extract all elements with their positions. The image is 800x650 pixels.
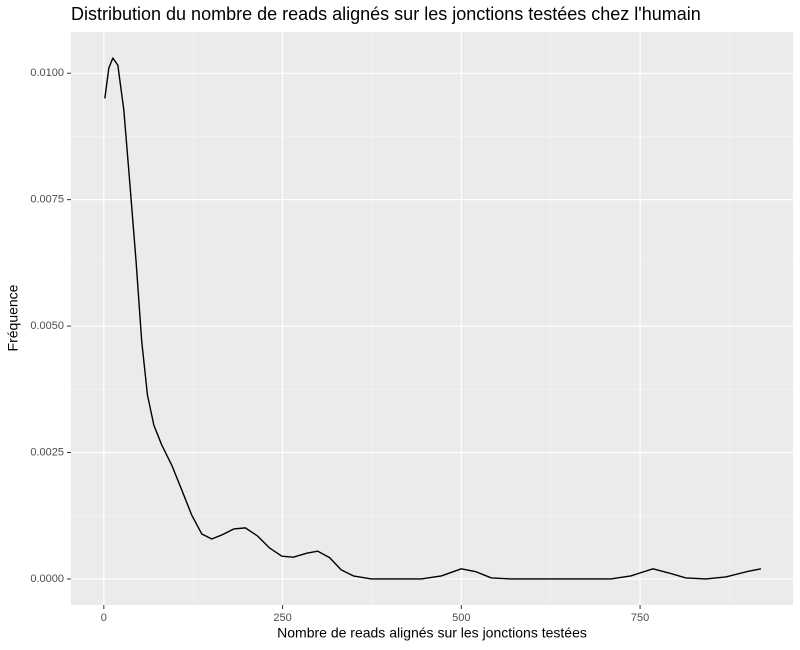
x-tick-label: 750 <box>631 612 649 624</box>
x-tick-label: 500 <box>452 612 470 624</box>
y-tick-label: 0.0050 <box>30 320 64 332</box>
x-tick-label: 250 <box>273 612 291 624</box>
density-line <box>104 57 762 580</box>
y-tick-label: 0.0000 <box>30 573 64 585</box>
marks <box>104 57 762 580</box>
x-axis-title: Nombre de reads alignés sur les jonction… <box>277 625 587 641</box>
plot-panel <box>71 32 793 605</box>
y-tick-label: 0.0100 <box>30 67 64 79</box>
chart-title: Distribution du nombre de reads alignés … <box>71 4 701 24</box>
y-tick-label: 0.0025 <box>30 446 64 458</box>
y-axis-title: Fréquence <box>5 284 21 351</box>
grid <box>71 32 793 605</box>
y-tick-label: 0.0075 <box>30 194 64 206</box>
x-tick-label: 0 <box>101 612 107 624</box>
